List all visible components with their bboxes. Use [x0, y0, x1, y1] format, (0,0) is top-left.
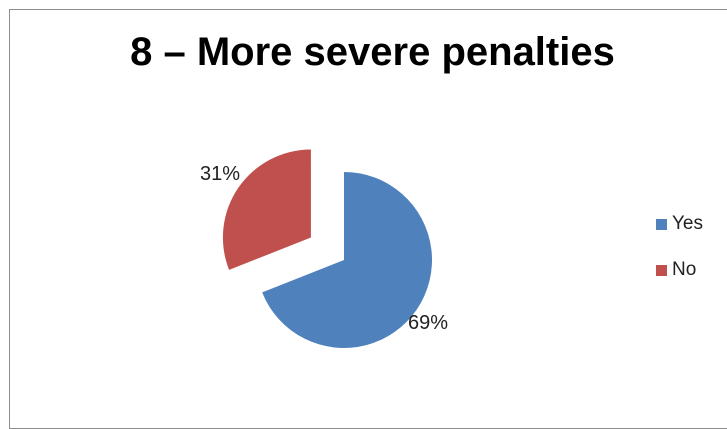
legend-swatch-no	[656, 264, 667, 276]
legend-swatch-yes	[656, 218, 667, 230]
legend: Yes No	[656, 212, 703, 304]
legend-label-no: No	[672, 259, 697, 280]
slice-label-yes: 69%	[408, 312, 448, 334]
legend-label-yes: Yes	[672, 213, 703, 234]
pie-slices	[222, 149, 432, 348]
legend-item-yes: Yes	[656, 212, 703, 236]
chart-title: 8 – More severe penalties	[130, 30, 615, 74]
slice-label-no: 31%	[200, 163, 240, 185]
pie-slice-labels: 69% 31%	[200, 163, 448, 334]
legend-item-no: No	[656, 258, 703, 282]
pie-slice-no	[222, 149, 311, 270]
pie-chart: 69% 31%	[200, 149, 448, 348]
pie-slice-yes	[262, 172, 432, 348]
